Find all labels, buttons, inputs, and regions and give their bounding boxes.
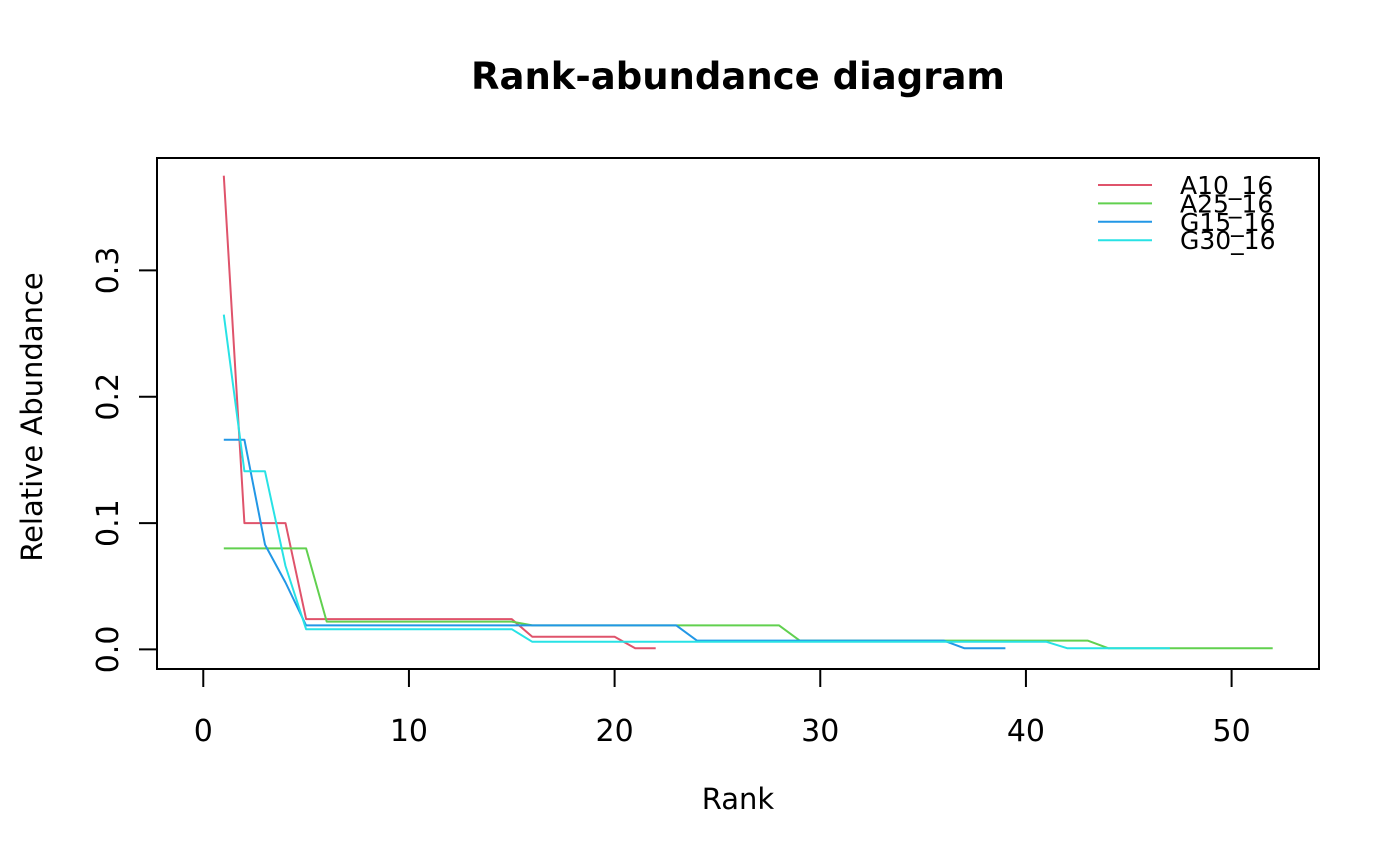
legend-label-A10_16: A10_16 xyxy=(1180,171,1273,200)
series-line-A10_16 xyxy=(222,175,656,650)
x-tick-label: 30 xyxy=(801,714,839,749)
y-tick-label: 0.0 xyxy=(91,626,126,674)
x-tick-label: 20 xyxy=(596,714,634,749)
legend-label-G30_16: G30_16 xyxy=(1180,226,1276,255)
legend-label-A25_16: A25_16 xyxy=(1180,189,1273,218)
chart-title: Rank-abundance diagram xyxy=(471,55,1005,98)
legend-label-G15_16: G15_16 xyxy=(1180,208,1276,237)
x-tick-label: 10 xyxy=(390,714,428,749)
series-line-A25_16 xyxy=(223,547,1273,650)
x-tick-label: 50 xyxy=(1212,714,1250,749)
y-tick-label: 0.1 xyxy=(91,499,126,547)
y-tick-label: 0.3 xyxy=(91,247,126,295)
x-tick-label: 0 xyxy=(194,714,213,749)
x-tick-label: 40 xyxy=(1007,714,1045,749)
plot-border xyxy=(156,157,1320,670)
series-line-G30_16 xyxy=(222,314,1170,650)
y-tick-label: 0.2 xyxy=(91,373,126,421)
series-line-G15_16 xyxy=(223,438,1006,650)
x-axis-label: Rank xyxy=(701,782,775,816)
